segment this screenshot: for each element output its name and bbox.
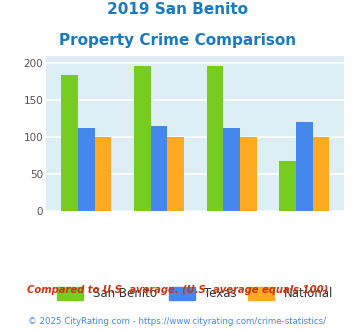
Bar	[313, 137, 329, 211]
Text: 2019 San Benito: 2019 San Benito	[107, 2, 248, 16]
Bar	[207, 66, 223, 211]
Bar	[223, 128, 240, 211]
Bar	[134, 66, 151, 211]
Text: © 2025 CityRating.com - https://www.cityrating.com/crime-statistics/: © 2025 CityRating.com - https://www.city…	[28, 317, 327, 326]
Bar	[151, 126, 167, 211]
Bar	[240, 137, 257, 211]
Legend: San Benito, Texas, National: San Benito, Texas, National	[57, 287, 333, 300]
Bar	[167, 137, 184, 211]
Text: Property Crime Comparison: Property Crime Comparison	[59, 33, 296, 48]
Bar	[78, 128, 94, 211]
Bar	[296, 122, 313, 211]
Text: Compared to U.S. average. (U.S. average equals 100): Compared to U.S. average. (U.S. average …	[27, 285, 328, 295]
Bar	[279, 161, 296, 211]
Bar	[94, 137, 111, 211]
Bar	[61, 75, 78, 211]
